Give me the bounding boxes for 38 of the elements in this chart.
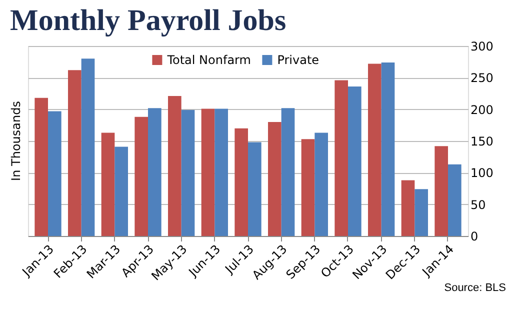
bar (281, 108, 295, 236)
bar (401, 180, 415, 236)
bar (81, 58, 95, 236)
y-tick-label: 300 (470, 40, 494, 54)
bar (214, 108, 228, 236)
legend-label: Private (277, 53, 320, 67)
bar (68, 70, 82, 236)
bar (368, 64, 382, 236)
y-tick-label: 200 (470, 102, 494, 117)
bar (348, 86, 362, 236)
bar (201, 108, 215, 236)
y-tick-label: 100 (470, 166, 494, 180)
bar (48, 111, 62, 236)
bar (114, 146, 128, 236)
bar (268, 122, 282, 236)
bar (301, 139, 315, 236)
bar (314, 132, 328, 236)
bar (101, 132, 115, 236)
bar (448, 164, 462, 236)
y-tick-label: 150 (470, 134, 494, 148)
y-tick-label: 50 (470, 198, 486, 212)
y-tick-label: 0 (470, 230, 478, 244)
y-tick-label: 250 (470, 71, 494, 86)
y-axis-title: In Thousands (9, 101, 23, 181)
legend-label: Total Nonfarm (166, 53, 251, 67)
bar (134, 116, 148, 236)
bar (334, 80, 348, 236)
bar (234, 128, 248, 236)
bar (434, 146, 448, 236)
bar (148, 108, 162, 236)
bar (34, 98, 48, 236)
source-note: Source: BLS (444, 282, 506, 294)
bar (168, 96, 182, 236)
bar (414, 189, 428, 236)
bar (181, 110, 195, 236)
bar (381, 62, 395, 236)
bar (248, 142, 262, 236)
chart-title: Monthly Payroll Jobs (10, 4, 286, 37)
